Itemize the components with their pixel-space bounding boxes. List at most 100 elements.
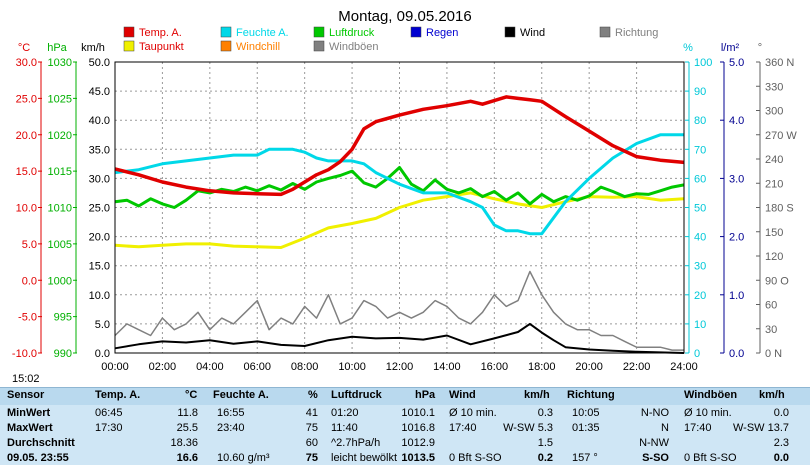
wind-tick-label: 5.0 bbox=[95, 319, 110, 331]
legend-swatch bbox=[220, 26, 232, 38]
legend-swatch bbox=[410, 26, 422, 38]
plot-frame bbox=[114, 61, 685, 354]
table-cell: 0 Bft S-SO bbox=[449, 452, 502, 464]
humidity-tick-label: 10 bbox=[694, 319, 706, 331]
table-cell: 2.3 bbox=[773, 437, 789, 449]
table-cell: 0.0 bbox=[773, 452, 789, 464]
wind-tick-label: 35.0 bbox=[89, 144, 110, 156]
table-cell: 157 ° bbox=[572, 452, 598, 464]
time-label-text: 15:02 bbox=[12, 373, 40, 385]
table-cell: N-NW bbox=[639, 437, 669, 449]
header-dir: Richtung bbox=[567, 389, 615, 401]
pressure-tick-label: 1020 bbox=[48, 130, 72, 142]
series-line-feuchte-a bbox=[114, 133, 684, 236]
table-row-label: 09.05. 23:55 bbox=[7, 452, 69, 464]
direction-tick-label: 210 bbox=[765, 178, 783, 190]
pressure-tick-label: 1015 bbox=[48, 166, 72, 178]
pressure-tick-label: 995 bbox=[54, 312, 72, 324]
rain-unit-label: l/m² bbox=[721, 42, 740, 54]
table-cell: 11.8 bbox=[177, 407, 198, 419]
humidity-tick-label: 30 bbox=[694, 261, 706, 273]
humidity-tick-label: 0 bbox=[694, 348, 700, 360]
legend-swatch bbox=[599, 26, 611, 38]
table-cell: 06:45 bbox=[95, 407, 123, 419]
table-cell: 0.2 bbox=[537, 452, 553, 464]
table-cell: Ø 10 min. bbox=[449, 407, 497, 419]
table-cell: 16:55 bbox=[217, 407, 245, 419]
x-tick-label: 18:00 bbox=[528, 361, 556, 372]
x-tick-label: 00:00 bbox=[101, 361, 129, 372]
table-row-label: MaxWert bbox=[7, 422, 53, 434]
x-tick-label: 16:00 bbox=[481, 361, 509, 372]
table-cell: 23:40 bbox=[217, 422, 245, 434]
table-cell: N bbox=[661, 422, 669, 434]
table-cell: 17:40 bbox=[684, 422, 712, 434]
series-line-luftdruck bbox=[114, 166, 685, 209]
legend-label: Temp. A. bbox=[139, 27, 182, 39]
wind-tick-label: 20.0 bbox=[89, 232, 110, 244]
legend: Temp. A. Feuchte A. Luftdruck Regen Wind Rich… bbox=[123, 26, 658, 53]
header-hum: Feuchte A. bbox=[213, 389, 269, 401]
wind-unit-label: km/h bbox=[81, 42, 105, 54]
legend-label: Luftdruck bbox=[329, 27, 375, 39]
table-cell: 1010.1 bbox=[401, 407, 435, 419]
weather-chart: Montag, 09.05.2016 Temp. A. Feuchte A. Luf… bbox=[11, 8, 798, 372]
header-temp-unit: °C bbox=[185, 389, 198, 401]
pressure-tick-label: 1005 bbox=[48, 239, 72, 251]
humidity-tick-label: 100 bbox=[694, 57, 712, 69]
table-cell: 41 bbox=[305, 407, 318, 419]
rain-tick-label: 3.0 bbox=[729, 173, 744, 185]
pressure-tick-label: 1025 bbox=[48, 93, 72, 105]
humidity-tick-label: 70 bbox=[694, 144, 706, 156]
axis-ticks: 30.025.020.015.010.05.00.0-5.0-10.010301… bbox=[12, 57, 797, 372]
legend-label: Taupunkt bbox=[139, 41, 184, 53]
header-press-unit: hPa bbox=[415, 389, 436, 401]
header-gust-unit: km/h bbox=[759, 389, 785, 401]
legend-label: Richtung bbox=[615, 27, 658, 39]
table-cell: 60 bbox=[305, 437, 318, 449]
table-cell: 0.0 bbox=[773, 407, 789, 419]
direction-tick-label: 30 bbox=[765, 324, 777, 336]
stats-table: Sensor Temp. A. °C Feuchte A. % Luftdruc… bbox=[0, 387, 810, 465]
series-line-wind bbox=[114, 322, 685, 354]
table-cell: 18.36 bbox=[170, 437, 198, 449]
x-tick-label: 02:00 bbox=[149, 361, 177, 372]
temp-tick-label: -5.0 bbox=[18, 312, 37, 324]
direction-tick-label: 300 bbox=[765, 106, 783, 118]
direction-tick-label: 270 W bbox=[765, 130, 797, 142]
table-cell: 1013.5 bbox=[401, 452, 435, 464]
humidity-tick-label: 40 bbox=[694, 232, 706, 244]
legend-label: Windchill bbox=[236, 41, 280, 53]
legend-swatch bbox=[504, 26, 516, 38]
header-gust: Windböen bbox=[684, 389, 738, 401]
header-sensor: Sensor bbox=[7, 389, 45, 401]
series-line-temp-a bbox=[114, 95, 685, 197]
direction-tick-label: 120 bbox=[765, 251, 783, 263]
x-tick-label: 12:00 bbox=[386, 361, 414, 372]
x-tick-label: 22:00 bbox=[623, 361, 651, 372]
header-wind: Wind bbox=[449, 389, 476, 401]
humidity-tick-label: 20 bbox=[694, 290, 706, 302]
table-cell: ^2.7hPa/h bbox=[331, 437, 381, 449]
table-row-label: MinWert bbox=[7, 407, 51, 419]
table-row-label: Durchschnitt bbox=[7, 437, 75, 449]
series-layer bbox=[114, 95, 685, 354]
wind-tick-label: 30.0 bbox=[89, 173, 110, 185]
humidity-tick-label: 80 bbox=[694, 115, 706, 127]
table-cell: 1.5 bbox=[537, 437, 553, 449]
temp-tick-label: 25.0 bbox=[16, 93, 37, 105]
header-wind-unit: km/h bbox=[524, 389, 550, 401]
pressure-tick-label: 1000 bbox=[48, 275, 72, 287]
rain-tick-label: 1.0 bbox=[729, 290, 744, 302]
direction-tick-label: 240 bbox=[765, 154, 783, 166]
temp-tick-label: 20.0 bbox=[16, 130, 37, 142]
x-tick-label: 24:00 bbox=[670, 361, 698, 372]
legend-swatch bbox=[123, 40, 135, 52]
table-cell: 16.6 bbox=[176, 452, 198, 464]
direction-tick-label: 60 bbox=[765, 300, 777, 312]
legend-swatch bbox=[313, 26, 325, 38]
header-press: Luftdruck bbox=[331, 389, 382, 401]
wind-tick-label: 50.0 bbox=[89, 57, 110, 69]
wind-tick-label: 10.0 bbox=[89, 290, 110, 302]
table-cell: 0 Bft S-SO bbox=[684, 452, 737, 464]
